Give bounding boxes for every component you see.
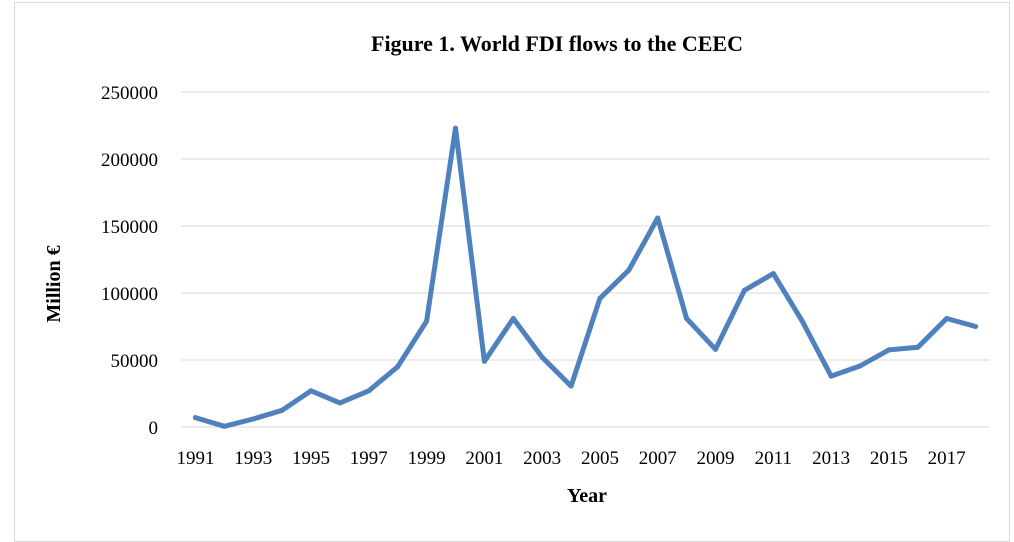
- y-axis-title: Million €: [43, 245, 65, 322]
- data-point-1992: [221, 423, 227, 429]
- series-line: [192, 125, 979, 429]
- x-axis-title: Year: [567, 485, 607, 507]
- y-tick-label: 100000: [101, 284, 158, 305]
- data-point-1995: [308, 388, 314, 394]
- data-point-2011: [770, 271, 776, 277]
- x-tick-label: 2005: [581, 448, 619, 469]
- data-point-1994: [279, 407, 285, 413]
- x-tick-label: 1997: [350, 448, 388, 469]
- x-tick-label: 2001: [465, 448, 503, 469]
- data-point-2003: [539, 354, 545, 360]
- data-point-2009: [713, 346, 718, 352]
- data-point-2013: [828, 373, 834, 379]
- data-point-1998: [395, 364, 401, 370]
- x-tick-label: 2003: [523, 448, 561, 469]
- data-point-2006: [626, 267, 632, 273]
- x-axis-ticks: 1991 1993 1995 1997 1999 2001 2003 2005 2007 2009…: [176, 448, 965, 469]
- x-tick-label: 1991: [176, 448, 214, 469]
- x-tick-label: 2009: [697, 448, 735, 469]
- y-tick-label: 200000: [101, 150, 158, 171]
- data-point-1991: [192, 415, 198, 421]
- data-point-1997: [366, 388, 372, 394]
- x-tick-label: 1995: [292, 448, 330, 469]
- x-tick-label: 2017: [928, 448, 966, 469]
- data-point-2016: [915, 344, 921, 350]
- data-point-2004: [568, 383, 574, 389]
- y-tick-label: 0: [149, 418, 159, 439]
- data-point-1993: [250, 416, 256, 422]
- x-tick-label: 1999: [408, 448, 446, 469]
- data-point-2014: [857, 363, 863, 369]
- data-point-1996: [337, 400, 343, 406]
- data-point-2010: [741, 287, 747, 293]
- data-point-2008: [684, 316, 690, 321]
- gridlines: [181, 91, 990, 428]
- chart-title: Figure 1. World FDI flows to the CEEC: [371, 31, 743, 56]
- y-axis-ticks: 0 50000 100000 150000 200000 250000: [101, 83, 158, 439]
- series-line-layer: [192, 125, 979, 429]
- x-tick-label: 2011: [755, 448, 792, 469]
- x-tick-label: 2015: [870, 448, 908, 469]
- x-tick-label: 2013: [812, 448, 850, 469]
- data-point-2001: [481, 358, 487, 364]
- y-tick-label: 50000: [111, 351, 159, 372]
- x-tick-label: 1993: [234, 448, 272, 469]
- data-point-2000: [453, 125, 458, 131]
- data-point-2017: [944, 316, 950, 321]
- data-point-2005: [597, 295, 603, 301]
- data-point-2007: [655, 215, 661, 221]
- data-point-2015: [886, 347, 892, 353]
- data-point-2018: [973, 324, 979, 329]
- x-tick-label: 2007: [639, 448, 677, 469]
- data-point-2002: [510, 316, 516, 321]
- data-point-1999: [424, 318, 430, 324]
- y-tick-label: 150000: [101, 217, 158, 238]
- y-tick-label: 250000: [101, 83, 158, 104]
- data-point-2012: [799, 318, 805, 324]
